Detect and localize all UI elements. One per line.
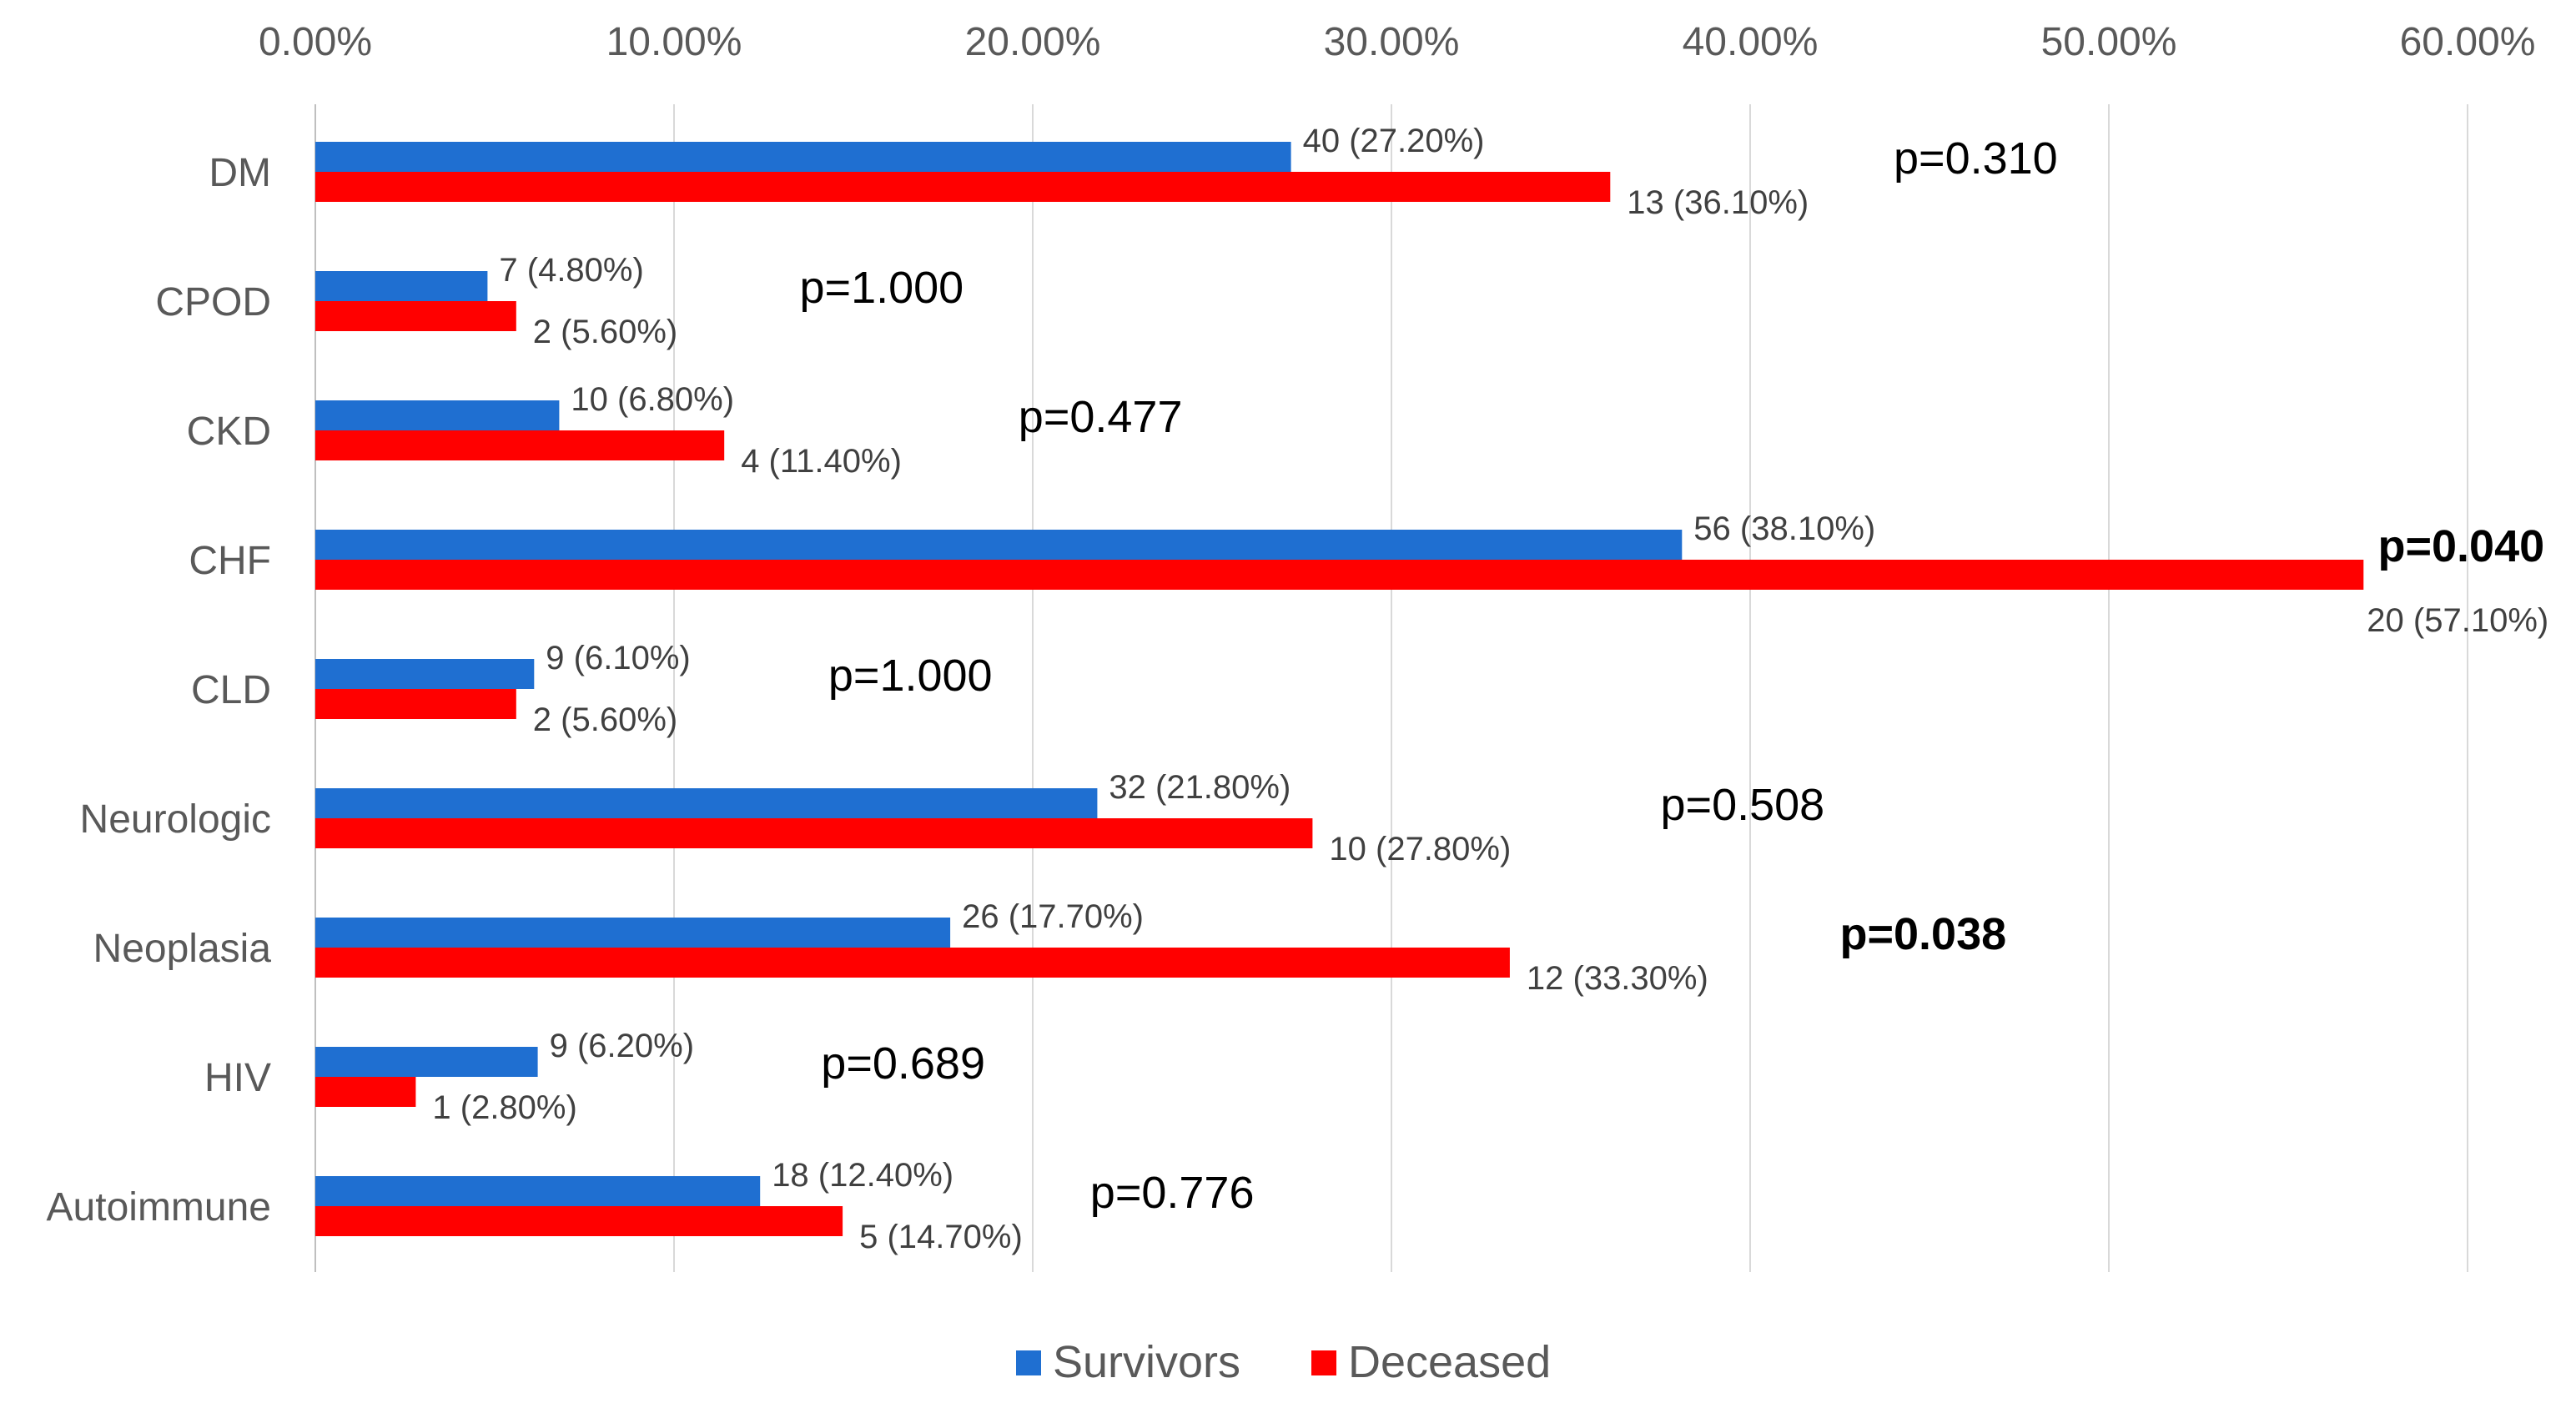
bar-survivors bbox=[315, 1176, 761, 1206]
category-label: CPOD bbox=[155, 280, 271, 324]
data-label-survivors: 10 (6.80%) bbox=[571, 381, 734, 418]
data-label-survivors: 7 (4.80%) bbox=[499, 252, 643, 289]
data-label-deceased: 20 (57.10%) bbox=[2367, 602, 2548, 639]
bar-survivors bbox=[315, 530, 1683, 560]
category-label: CLD bbox=[191, 668, 271, 712]
data-label-survivors: 40 (27.20%) bbox=[1303, 123, 1485, 159]
data-label-deceased: 13 (36.10%) bbox=[1627, 184, 1809, 221]
x-tick-label: 10.00% bbox=[606, 20, 742, 64]
bar-survivors bbox=[315, 918, 951, 948]
data-label-survivors: 32 (21.80%) bbox=[1109, 769, 1291, 806]
gridlines bbox=[314, 104, 2468, 1272]
data-label-survivors: 9 (6.20%) bbox=[550, 1028, 694, 1064]
bar-survivors bbox=[315, 142, 1291, 172]
data-label-survivors: 9 (6.10%) bbox=[546, 640, 690, 676]
legend: Survivors Deceased bbox=[1016, 1337, 1551, 1387]
x-axis-ticks: 0.00% 10.00% 20.00% 30.00% 40.00% 50.00% 60.00… bbox=[259, 20, 2535, 64]
bar-deceased bbox=[315, 172, 1611, 202]
bar-deceased bbox=[315, 818, 1313, 848]
bar-survivors bbox=[315, 659, 535, 689]
data-label-deceased: 1 (2.80%) bbox=[432, 1089, 576, 1126]
bar-deceased bbox=[315, 689, 516, 719]
bar-deceased bbox=[315, 1206, 843, 1236]
legend-label-deceased: Deceased bbox=[1348, 1337, 1551, 1387]
data-label-survivors: 18 (12.40%) bbox=[772, 1157, 953, 1194]
legend-swatch-survivors bbox=[1016, 1350, 1041, 1375]
p-value-label: p=0.040 bbox=[2378, 521, 2545, 571]
bar-survivors bbox=[315, 1047, 538, 1077]
bar-survivors bbox=[315, 271, 488, 301]
p-value-label: p=1.000 bbox=[828, 651, 993, 701]
x-tick-label: 50.00% bbox=[2041, 20, 2177, 64]
data-label-deceased: 10 (27.80%) bbox=[1329, 831, 1511, 867]
category-label: CHF bbox=[189, 539, 271, 583]
p-value-label: p=0.310 bbox=[1894, 133, 2058, 184]
p-value-label: p=0.038 bbox=[1840, 909, 2007, 959]
category-label: Neoplasia bbox=[93, 927, 272, 971]
legend-label-survivors: Survivors bbox=[1053, 1337, 1240, 1387]
p-value-label: p=0.689 bbox=[821, 1038, 985, 1089]
bar-deceased bbox=[315, 301, 516, 331]
x-tick-label: 20.00% bbox=[965, 20, 1101, 64]
p-value-label: p=1.000 bbox=[800, 263, 964, 313]
category-labels: DM CPOD CKD CHF CLD Neurologic Neoplasia HIV Aut… bbox=[47, 151, 272, 1230]
bar-survivors bbox=[315, 400, 560, 430]
p-value-label: p=0.776 bbox=[1090, 1168, 1255, 1218]
bar-deceased bbox=[315, 430, 725, 460]
data-label-deceased: 5 (14.70%) bbox=[859, 1219, 1023, 1255]
x-tick-label: 60.00% bbox=[2400, 20, 2536, 64]
data-label-deceased: 12 (33.30%) bbox=[1527, 960, 1708, 997]
p-value-label: p=0.508 bbox=[1661, 780, 1825, 830]
data-label-survivors: 26 (17.70%) bbox=[962, 898, 1144, 935]
category-label: CKD bbox=[187, 410, 271, 454]
legend-swatch-deceased bbox=[1311, 1350, 1336, 1375]
data-labels: 40 (27.20%) 13 (36.10%) 7 (4.80%) 2 (5.60%)… bbox=[432, 123, 2548, 1255]
x-tick-label: 40.00% bbox=[1683, 20, 1819, 64]
data-label-deceased: 2 (5.60%) bbox=[533, 702, 677, 738]
bar-deceased bbox=[315, 948, 1510, 978]
category-label: DM bbox=[209, 151, 271, 195]
p-value-labels: p=0.310 p=1.000 p=0.477 p=0.040 p=1.000 p=0.5… bbox=[800, 133, 2545, 1218]
p-value-label: p=0.477 bbox=[1019, 392, 1183, 442]
bar-deceased bbox=[315, 560, 2364, 590]
data-label-deceased: 4 (11.40%) bbox=[741, 443, 902, 480]
category-label: Neurologic bbox=[80, 797, 271, 842]
bars bbox=[315, 142, 2364, 1236]
x-tick-label: 30.00% bbox=[1324, 20, 1460, 64]
category-label: HIV bbox=[204, 1056, 271, 1100]
bar-deceased bbox=[315, 1077, 416, 1107]
category-label: Autoimmune bbox=[47, 1185, 271, 1230]
data-label-deceased: 2 (5.60%) bbox=[533, 314, 677, 350]
data-label-survivors: 56 (38.10%) bbox=[1693, 510, 1875, 547]
bar-survivors bbox=[315, 788, 1098, 818]
x-tick-label: 0.00% bbox=[259, 20, 372, 64]
